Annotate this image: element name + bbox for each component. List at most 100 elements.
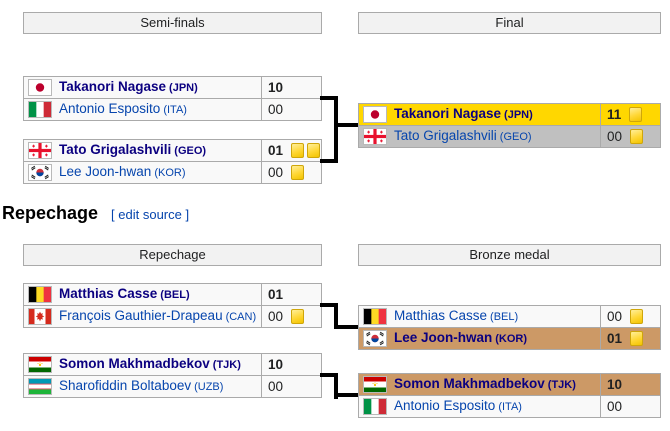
match-bronze-1: Matthias Casse (BEL) 00 Lee Joon-hwan (KOR… <box>358 305 661 350</box>
score-cell: 00 <box>261 306 321 327</box>
athlete-cell: Matthias Casse (BEL) <box>59 286 261 303</box>
penalty-cards <box>622 309 644 324</box>
flag-ita-icon <box>28 101 52 118</box>
athlete-cell: Takanori Nagase (JPN) <box>394 106 600 123</box>
score-cell: 00 <box>261 162 321 183</box>
athlete-cell: Tato Grigalashvili (GEO) <box>59 142 261 159</box>
score-cell: 01 <box>261 140 321 161</box>
athlete-link[interactable]: Lee Joon-hwan <box>394 330 493 345</box>
athlete-link[interactable]: Antonio Esposito <box>59 101 161 116</box>
bracket-connector-line <box>320 96 338 100</box>
bracket-row: Matthias Casse (BEL) 01 <box>24 284 321 305</box>
flag-geo-icon <box>28 142 52 159</box>
flag-tjk-icon <box>363 376 387 393</box>
score-value: 00 <box>607 309 623 324</box>
bracket-connector-line <box>320 159 338 163</box>
athlete-link[interactable]: Matthias Casse <box>59 286 158 301</box>
bracket-row: Tato Grigalashvili (GEO) 01 <box>24 140 321 161</box>
country-code-link[interactable]: (TJK) <box>547 379 576 391</box>
country-code-link[interactable]: (UZB) <box>194 381 224 393</box>
score-cell: 00 <box>261 99 321 120</box>
athlete-cell: Somon Makhmadbekov (TJK) <box>59 356 261 373</box>
penalty-cards <box>622 129 644 144</box>
country-code-link[interactable]: (GEO) <box>499 131 532 143</box>
yellow-card-icon <box>629 107 643 122</box>
country-code-link[interactable]: (KOR) <box>154 167 186 179</box>
country-code-link[interactable]: (CAN) <box>225 311 257 323</box>
athlete-link[interactable]: Matthias Casse <box>394 308 488 323</box>
country-code-link[interactable]: (BEL) <box>490 311 519 323</box>
country-code-link[interactable]: (BEL) <box>160 289 190 301</box>
bracket-row: Matthias Casse (BEL) 00 <box>359 306 660 327</box>
column-header-repechage: Repechage <box>23 244 322 266</box>
yellow-card-icon <box>291 309 305 324</box>
match-semifinal-2: Tato Grigalashvili (GEO) 01 Lee Joon-hwan… <box>23 139 322 184</box>
athlete-link[interactable]: Lee Joon-hwan <box>59 164 152 179</box>
bracket-connector-line <box>334 373 338 399</box>
column-header-final: Final <box>358 12 661 34</box>
edit-source-link[interactable]: [ edit source ] <box>111 207 190 222</box>
bracket-connector-line <box>320 303 338 307</box>
country-code-link[interactable]: (TJK) <box>212 359 241 371</box>
score-cell: 11 <box>600 104 660 125</box>
bracket-connector-line <box>338 393 358 397</box>
flag-bel-icon <box>363 308 387 325</box>
athlete-cell: Somon Makhmadbekov (TJK) <box>394 376 600 393</box>
athlete-link[interactable]: Tato Grigalashvili <box>59 142 172 157</box>
score-cell: 00 <box>600 306 660 327</box>
yellow-card-icon <box>291 165 305 180</box>
country-code-link[interactable]: (KOR) <box>495 333 528 345</box>
score-value: 01 <box>268 287 284 302</box>
flag-kor-icon <box>363 330 387 347</box>
country-code-link[interactable]: (JPN) <box>169 82 198 94</box>
bracket-connector-line <box>320 373 338 377</box>
bracket-row: Takanori Nagase (JPN) 10 <box>24 77 321 98</box>
athlete-cell: Matthias Casse (BEL) <box>394 308 600 325</box>
athlete-link[interactable]: Takanori Nagase <box>394 106 502 121</box>
country-code-link[interactable]: (ITA) <box>163 104 187 116</box>
score-cell: 00 <box>600 396 660 417</box>
athlete-cell: Lee Joon-hwan (KOR) <box>59 164 261 181</box>
athlete-link[interactable]: Antonio Esposito <box>394 398 496 413</box>
athlete-cell: Takanori Nagase (JPN) <box>59 79 261 96</box>
score-cell: 00 <box>261 376 321 397</box>
flag-kor-icon <box>28 164 52 181</box>
match-semifinal-1: Takanori Nagase (JPN) 10 Antonio Esposito… <box>23 76 322 121</box>
score-value: 10 <box>607 377 623 392</box>
country-code-link[interactable]: (ITA) <box>498 401 522 413</box>
score-cell: 00 <box>600 126 660 147</box>
score-value: 00 <box>607 129 623 144</box>
yellow-card-icon <box>630 129 644 144</box>
match-repechage-2: Somon Makhmadbekov (TJK) 10 Sharofiddin B… <box>23 353 322 398</box>
country-code-link[interactable]: (JPN) <box>504 109 533 121</box>
athlete-cell: Antonio Esposito (ITA) <box>394 398 600 415</box>
athlete-link[interactable]: Somon Makhmadbekov <box>394 376 545 391</box>
bracket-row: Antonio Esposito (ITA) 00 <box>359 395 660 417</box>
athlete-link[interactable]: François Gauthier-Drapeau <box>59 308 223 323</box>
flag-ita-icon <box>363 398 387 415</box>
athlete-cell: Antonio Esposito (ITA) <box>59 101 261 118</box>
score-value: 00 <box>268 379 284 394</box>
athlete-link[interactable]: Somon Makhmadbekov <box>59 356 210 371</box>
column-header-bronze-medal: Bronze medal <box>358 244 661 266</box>
country-code-link[interactable]: (GEO) <box>174 145 207 157</box>
yellow-card-icon <box>291 143 305 158</box>
section-heading-row: Repechage [ edit source ] <box>2 203 189 224</box>
match-repechage-1: Matthias Casse (BEL) 01 François Gauthier… <box>23 283 322 328</box>
bracket-row: Takanori Nagase (JPN) 11 <box>359 104 660 125</box>
score-value: 01 <box>268 143 284 158</box>
bracket-connector-line <box>334 303 338 329</box>
athlete-cell: Lee Joon-hwan (KOR) <box>394 330 600 347</box>
penalty-cards <box>621 107 643 122</box>
bracket-connector-line <box>334 96 338 163</box>
athlete-cell: Tato Grigalashvili (GEO) <box>394 128 600 145</box>
flag-bel-icon <box>28 286 52 303</box>
athlete-link[interactable]: Tato Grigalashvili <box>394 128 497 143</box>
section-heading: Repechage <box>2 203 99 223</box>
score-cell: 10 <box>261 354 321 375</box>
score-value: 10 <box>268 357 284 372</box>
flag-can-icon <box>28 308 52 325</box>
athlete-link[interactable]: Sharofiddin Boltaboev <box>59 378 192 393</box>
athlete-link[interactable]: Takanori Nagase <box>59 79 167 94</box>
